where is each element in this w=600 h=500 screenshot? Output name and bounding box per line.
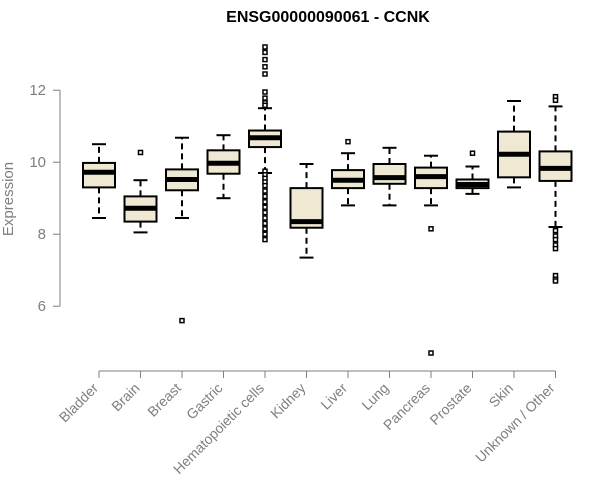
outlier-point [262, 89, 268, 95]
outlier-point [262, 236, 268, 243]
outlier-point [345, 138, 351, 145]
x-tick-label: Lung [358, 380, 391, 413]
y-axis: 6 8 10 12 [29, 82, 61, 315]
outlier-point [552, 97, 559, 104]
box-series [82, 44, 573, 356]
outlier-point [262, 193, 268, 200]
outlier-point [262, 102, 268, 109]
box-gastric [206, 134, 241, 200]
outlier-point [262, 182, 268, 189]
box-breast [165, 136, 199, 324]
chart-title: ENSG00000090061 - CCNK [226, 9, 430, 26]
outlier-point [262, 44, 268, 50]
y-axis-label: Expression [0, 162, 17, 236]
outlier-point [469, 150, 476, 156]
outlier-point [262, 226, 268, 232]
x-tick-label: Breast [144, 380, 184, 420]
box-prostate [455, 150, 490, 195]
x-tick-label: Bladder [56, 380, 102, 426]
y-tick-label: 8 [38, 226, 46, 243]
y-tick-label: 6 [38, 298, 46, 315]
outlier-point [262, 204, 268, 210]
outlier-point [262, 215, 268, 221]
box-lung [372, 146, 407, 207]
outlier-point [137, 149, 144, 156]
box-pancreas [414, 154, 448, 356]
iqr-box [372, 163, 407, 185]
y-tick-label: 12 [29, 82, 46, 99]
outlier-point [262, 64, 268, 70]
outlier-point [262, 231, 268, 237]
outlier-point [262, 49, 268, 56]
x-tick-label: Liver [317, 380, 350, 413]
outlier-point [262, 199, 268, 205]
box-brain [123, 149, 158, 234]
outlier-point [262, 209, 268, 216]
iqr-box [82, 161, 116, 189]
outlier-point [428, 226, 434, 232]
x-tick-label: Brain [108, 380, 142, 414]
box-kidney [289, 163, 324, 259]
outlier-point [262, 220, 268, 227]
box-hematopoietic-cells [248, 44, 282, 243]
outlier-point [552, 227, 559, 234]
outlier-point [552, 236, 559, 243]
x-tick-label: Kidney [267, 380, 309, 422]
outlier-point [262, 95, 268, 101]
outlier-point [262, 71, 268, 77]
outlier-point [179, 317, 185, 324]
box-bladder [82, 143, 116, 219]
y-tick-label: 10 [29, 154, 46, 171]
x-tick-label: Prostate [426, 380, 474, 428]
box-liver [331, 138, 365, 207]
outlier-point [552, 278, 559, 284]
outlier-point [262, 188, 268, 194]
x-tick-label: Unknown / Other [472, 380, 558, 466]
outlier-point [262, 56, 268, 63]
outlier-point [428, 350, 434, 356]
x-tick-label: Skin [486, 380, 517, 411]
outlier-point [552, 245, 559, 252]
box-skin [497, 100, 531, 189]
box-unknown-other [538, 93, 573, 284]
